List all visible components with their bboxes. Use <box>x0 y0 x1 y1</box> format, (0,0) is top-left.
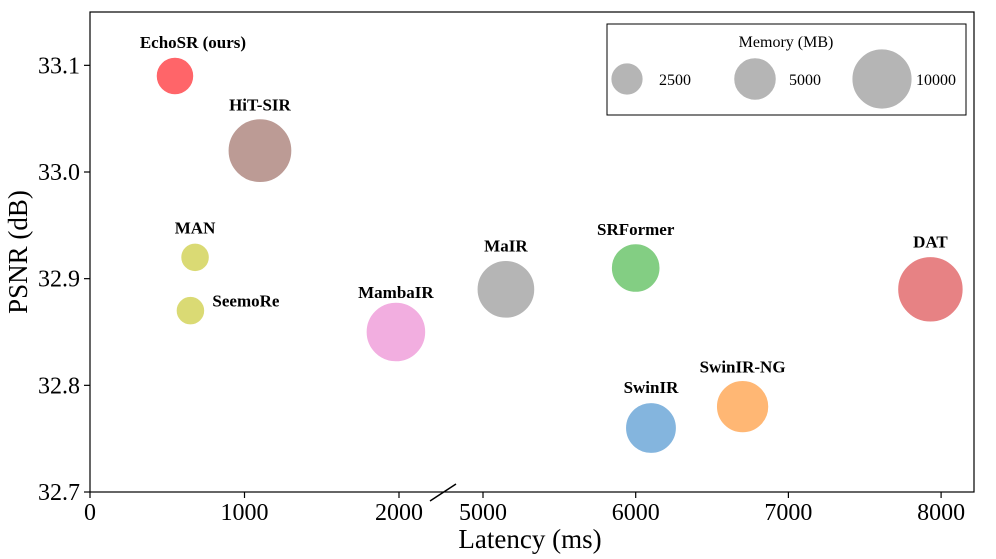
point-label: MambaIR <box>358 283 434 302</box>
legend-swatch <box>733 57 777 101</box>
x-tick-label: 2000 <box>375 500 423 526</box>
x-tick-label: 0 <box>84 500 96 526</box>
point-label: EchoSR (ours) <box>140 33 246 52</box>
legend: Memory (MB) 2500 5000 10000 <box>606 23 967 116</box>
legend-title: Memory (MB) <box>739 34 834 51</box>
x-tick-label: 8000 <box>917 500 965 526</box>
legend-swatch <box>851 48 913 110</box>
bubble-mambair <box>365 301 427 363</box>
plot-area <box>89 11 975 502</box>
x-axis-label: Latency (ms) <box>458 524 601 554</box>
legend-entry-label: 2500 <box>659 72 691 89</box>
x-tick-label: 5000 <box>459 500 507 526</box>
point-label: MaIR <box>484 236 528 255</box>
y-axis-label: PSNR (dB) <box>3 190 33 314</box>
legend-entry-label: 10000 <box>916 72 956 89</box>
point-labels: EchoSR (ours) HiT-SIR MAN SeemoRe MambaIR MaI… <box>140 33 949 397</box>
point-label: SwinIR-NG <box>700 358 786 377</box>
y-tick-label: 32.9 <box>38 267 80 293</box>
data-bubbles <box>155 56 964 454</box>
x-tick-label: 6000 <box>612 500 660 526</box>
bubble-hit-sir <box>227 118 293 184</box>
point-label: HiT-SIR <box>229 96 291 115</box>
y-tick-label: 33.1 <box>38 53 80 79</box>
y-tick-label: 32.7 <box>38 480 80 506</box>
plot-frame <box>89 11 975 493</box>
point-label: DAT <box>913 232 948 251</box>
bubble-seemore <box>175 295 206 326</box>
bubble-swinir-ng <box>715 380 770 434</box>
point-label: SRFormer <box>597 220 675 239</box>
y-tick-label: 32.8 <box>38 373 80 399</box>
x-tick-label: 7000 <box>764 500 812 526</box>
legend-swatch <box>610 62 644 96</box>
point-label: SeemoRe <box>212 292 279 311</box>
bubble-echosr-ours <box>155 56 195 96</box>
x-axis: 0 1000 2000 5000 6000 7000 8000 <box>84 492 965 526</box>
bubble-man <box>180 242 210 273</box>
bubble-swinir <box>625 402 677 454</box>
bubble-dat <box>897 256 964 323</box>
axis-break-mark <box>429 483 457 502</box>
bubble-srformer <box>610 243 661 293</box>
point-label: MAN <box>175 218 216 237</box>
point-label: SwinIR <box>624 378 680 397</box>
x-tick-label: 1000 <box>221 500 269 526</box>
legend-entry-label: 5000 <box>789 72 821 89</box>
bubble-mair <box>476 260 536 319</box>
y-tick-label: 33.0 <box>38 160 80 186</box>
y-axis: 32.7 32.8 32.9 33.0 33.1 <box>38 53 90 506</box>
